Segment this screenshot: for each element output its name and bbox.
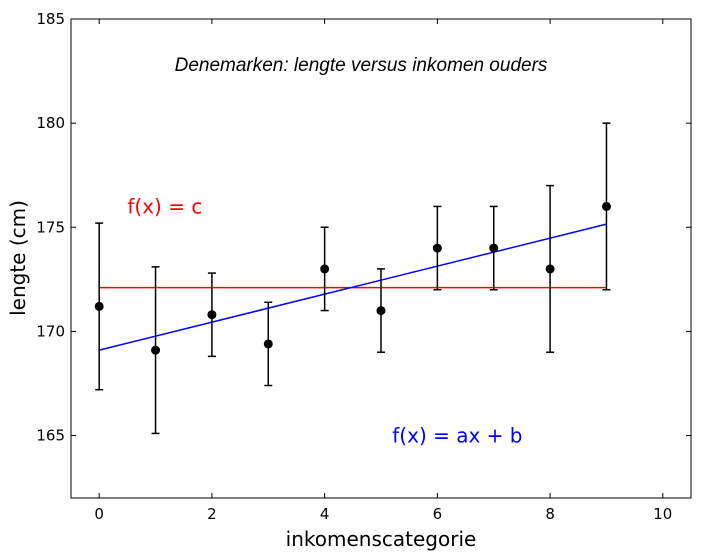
data-point <box>94 301 104 311</box>
y-axis-ticks: 165 170 175 180 185 <box>36 10 691 445</box>
y-tick-label: 165 <box>36 427 65 445</box>
data-point <box>489 243 499 253</box>
data-points <box>94 201 611 355</box>
x-tick-label: 10 <box>653 505 672 523</box>
data-point <box>320 264 330 274</box>
annotation-label: f(x) = c <box>127 194 202 218</box>
x-axis-ticks: 0 2 4 6 8 10 <box>94 19 672 523</box>
y-tick-label: 185 <box>36 10 65 28</box>
y-axis-label: lengte (cm) <box>6 200 30 316</box>
data-point <box>432 243 442 253</box>
data-point <box>545 264 555 274</box>
linear-fit-line <box>99 223 607 351</box>
annotations: f(x) = c f(x) = ax + b <box>127 194 522 447</box>
plot-frame <box>70 18 692 499</box>
x-tick-label: 8 <box>545 505 555 523</box>
x-tick-label: 2 <box>207 505 217 523</box>
data-point <box>601 201 611 211</box>
y-tick-label: 170 <box>36 322 65 340</box>
annotation-label: f(x) = ax + b <box>392 424 522 448</box>
x-axis-label: inkomenscategorie <box>286 527 477 551</box>
x-tick-label: 6 <box>433 505 443 523</box>
error-bars <box>95 122 611 435</box>
x-tick-label: 4 <box>320 505 330 523</box>
y-tick-label: 175 <box>36 218 65 236</box>
x-tick-label: 0 <box>94 505 104 523</box>
data-point <box>207 310 217 320</box>
data-point <box>376 306 386 316</box>
data-point <box>263 339 273 349</box>
y-tick-label: 180 <box>36 114 65 132</box>
chart-title: Denemarken: lengte versus inkomen ouders <box>175 55 548 76</box>
fit-lines <box>99 223 607 351</box>
data-point <box>151 345 161 355</box>
